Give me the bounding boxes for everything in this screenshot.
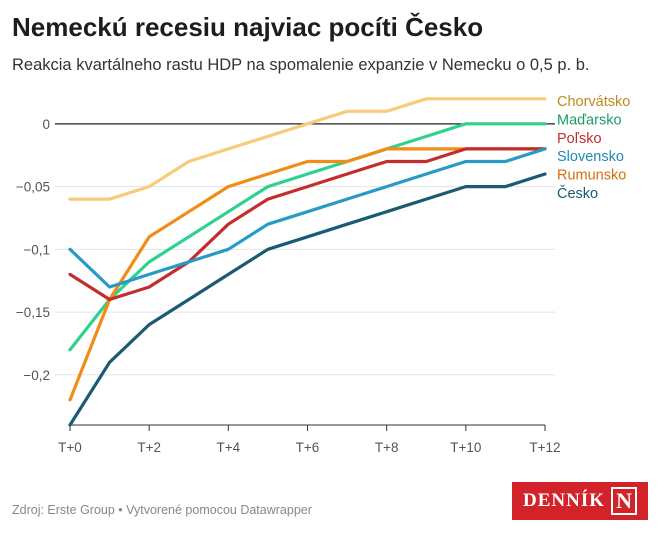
y-tick-label: −0,1 [23,242,50,257]
chart-title: Nemeckú recesiu najviac pocíti Česko [12,12,484,42]
x-tick-label: T+8 [375,440,399,455]
y-tick-label: −0,05 [16,180,50,195]
x-tick-label: T+4 [217,440,241,455]
series-label: Maďarsko [557,112,622,128]
y-tick-label: −0,2 [23,368,50,383]
series-label: Poľsko [557,131,602,147]
series-line-Maďarsko [68,122,547,352]
x-tick-label: T+2 [137,440,161,455]
series-label: Česko [557,185,598,202]
y-tick-label: 0 [42,117,50,132]
x-tick-label: T+0 [58,440,82,455]
series-line-Chorvátsko [68,97,547,201]
series-line-Česko [68,172,547,427]
dennik-n-logo[interactable]: DENNÍK N [512,482,648,520]
x-tick-label: T+10 [450,440,481,455]
logo-n-mark: N [611,487,638,515]
logo-text: DENNÍK [523,490,606,511]
series-label: Chorvátsko [557,94,630,110]
x-tick-label: T+6 [296,440,320,455]
series-label: Rumunsko [557,168,626,184]
series-label: Slovensko [557,149,624,165]
source-note: Zdroj: Erste Group • Vytvorené pomocou D… [12,503,312,517]
series-line-Slovensko [68,147,547,289]
y-tick-label: −0,15 [16,305,50,320]
x-tick-label: T+12 [529,440,560,455]
series-line-Poľsko [68,147,547,302]
chart-subtitle: Reakcia kvartálneho rastu HDP na spomale… [12,56,590,74]
